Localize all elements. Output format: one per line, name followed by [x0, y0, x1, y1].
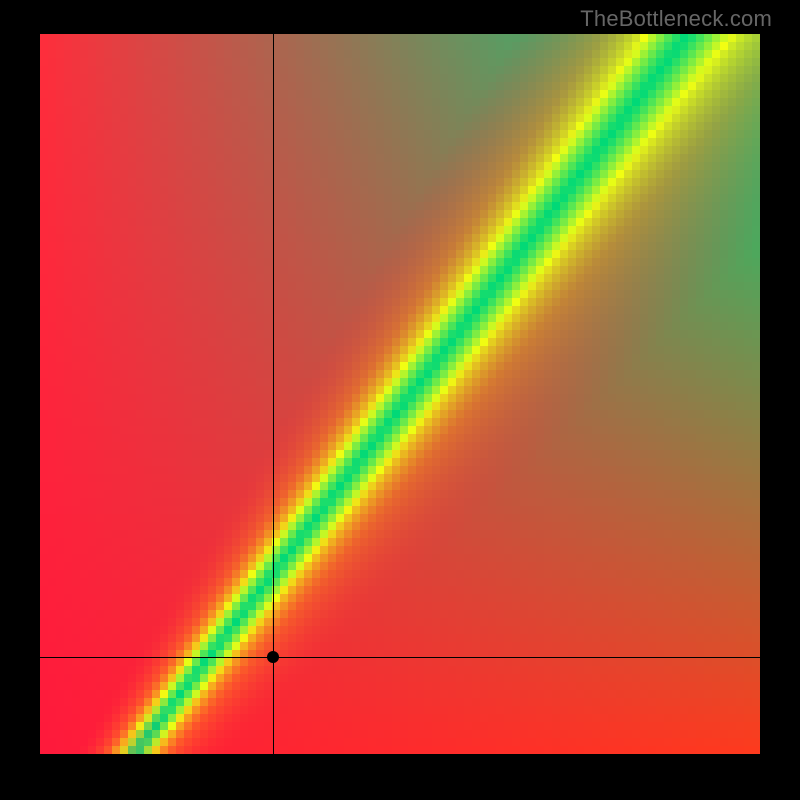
- crosshair-vertical: [273, 34, 274, 754]
- heatmap-canvas: [40, 34, 760, 754]
- heatmap-plot: [40, 34, 760, 754]
- crosshair-marker: [267, 651, 279, 663]
- watermark-text: TheBottleneck.com: [580, 6, 772, 32]
- crosshair-horizontal: [40, 657, 760, 658]
